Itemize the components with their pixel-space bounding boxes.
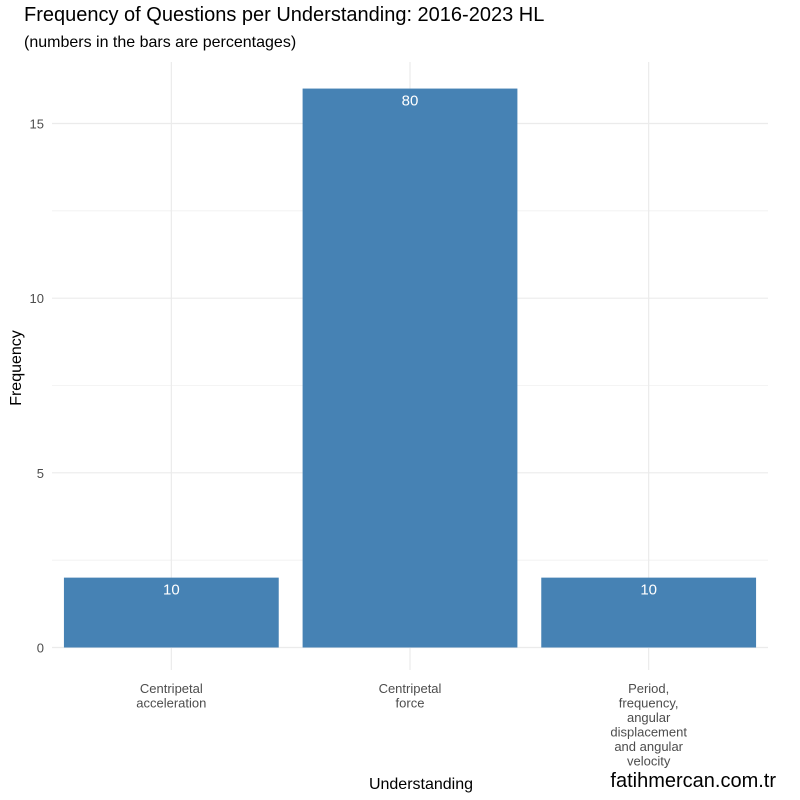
bar-label: 10: [640, 582, 657, 599]
x-tick-label: Centripetal acceleration: [136, 681, 206, 711]
bar: [63, 577, 279, 648]
x-tick-label: Period, frequency, angular displacement and …: [610, 681, 687, 769]
x-tick-labels: Centripetal acceleration Centripetal force P…: [136, 681, 687, 769]
chart-subtitle: (numbers in the bars are percentages): [24, 34, 297, 51]
y-tick-label: 15: [30, 117, 44, 132]
bar-labels: 10 80 10: [163, 93, 657, 599]
y-tick-label: 10: [30, 291, 44, 306]
bar-label: 80: [402, 93, 419, 110]
bar-label: 10: [163, 582, 180, 599]
y-tick-label: 0: [37, 641, 44, 656]
y-tick-label: 5: [37, 466, 44, 481]
watermark: fatihmercan.com.tr: [610, 770, 776, 792]
bar: [302, 88, 518, 648]
x-axis-title: Understanding: [369, 776, 473, 793]
x-tick-label: Centripetal force: [379, 681, 442, 711]
y-axis-title: Frequency: [8, 330, 25, 406]
bars: [63, 88, 757, 648]
chart-title: Frequency of Questions per Understanding…: [24, 4, 545, 26]
y-tick-labels: 0 5 10 15: [30, 117, 44, 656]
bar: [541, 577, 757, 648]
